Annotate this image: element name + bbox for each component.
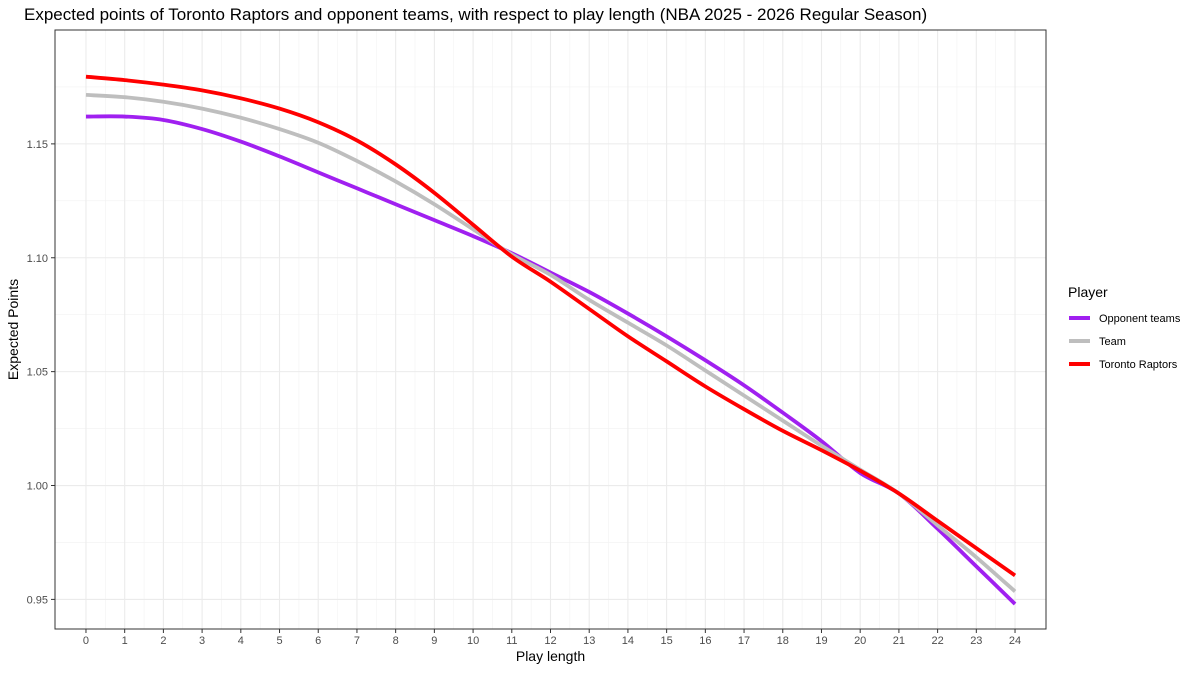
legend-label-team: Team — [1099, 336, 1126, 348]
x-tick-label: 19 — [815, 635, 827, 647]
x-tick-label: 20 — [854, 635, 866, 647]
x-tick-label: 1 — [122, 635, 128, 647]
x-tick-label: 9 — [431, 635, 437, 647]
y-tick-label: 1.15 — [27, 139, 48, 151]
x-tick-label: 21 — [893, 635, 905, 647]
major-gridlines — [55, 30, 1046, 629]
x-tick-label: 24 — [1009, 635, 1021, 647]
x-tick-label: 6 — [315, 635, 321, 647]
legend-title: Player — [1068, 284, 1108, 300]
x-tick-label: 2 — [160, 635, 166, 647]
x-tick-label: 5 — [276, 635, 282, 647]
legend-label-toronto-raptors: Toronto Raptors — [1099, 359, 1178, 371]
x-tick-label: 23 — [970, 635, 982, 647]
x-tick-label: 12 — [544, 635, 556, 647]
y-tick-label: 1.00 — [27, 481, 48, 493]
x-tick-label: 18 — [777, 635, 789, 647]
series-lines — [85, 74, 1017, 606]
series-line-toronto-raptors — [85, 74, 1017, 578]
x-tick-label: 7 — [354, 635, 360, 647]
x-tick-label: 0 — [83, 635, 89, 647]
y-tick-label: 1.05 — [27, 367, 48, 379]
legend: Player Opponent teams Team Toronto Raptors — [1068, 284, 1181, 371]
x-tick-label: 22 — [931, 635, 943, 647]
chart-title: Expected points of Toronto Raptors and o… — [24, 5, 927, 24]
x-tick-label: 16 — [699, 635, 711, 647]
y-axis-title: Expected Points — [5, 279, 21, 380]
x-tick-label: 10 — [467, 635, 479, 647]
y-tick-label: 1.10 — [27, 253, 48, 265]
x-axis-title: Play length — [516, 648, 585, 664]
series-line-opponent-teams — [85, 114, 1017, 606]
x-tick-label: 8 — [393, 635, 399, 647]
y-tick-label: 0.95 — [27, 594, 48, 606]
x-tick-label: 11 — [506, 635, 517, 647]
x-tick-label: 4 — [238, 635, 244, 647]
legend-label-opponent-teams: Opponent teams — [1099, 313, 1181, 325]
x-tick-label: 17 — [738, 635, 750, 647]
x-tick-label: 3 — [199, 635, 205, 647]
x-tick-label: 14 — [622, 635, 634, 647]
x-axis: 0 1 2 3 4 5 6 7 8 9 10 11 12 13 14 15 16 17 18 19 20 21 22 23 24 — [83, 629, 1021, 647]
x-tick-label: 15 — [661, 635, 673, 647]
plot-panel — [54, 29, 1047, 630]
x-tick-label: 13 — [583, 635, 595, 647]
y-axis: 0.95 1.00 1.05 1.10 1.15 — [27, 139, 55, 606]
